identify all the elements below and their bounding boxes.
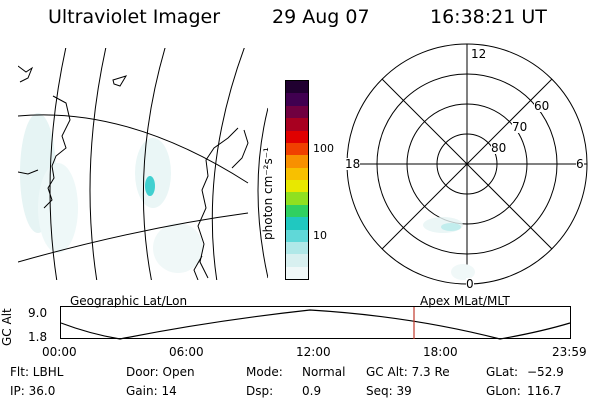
colorbar-segment <box>286 229 308 242</box>
timeline-x-tick-2359: 23:59 <box>552 345 587 359</box>
colorbar-segment <box>286 266 308 279</box>
timeline-y-axis-title: GC Alt <box>0 308 14 346</box>
colorbar-segment <box>286 130 308 143</box>
lat-label-60: 60 <box>534 99 550 113</box>
altitude-timeline <box>60 306 571 340</box>
timeline-right-label: Apex MLat/MLT <box>420 294 510 308</box>
mode-value: Normal <box>302 365 346 379</box>
dsp-value: 0.9 <box>302 384 322 398</box>
polar-emission <box>423 217 475 280</box>
mlt-label-18: 18 <box>345 157 361 171</box>
colorbar-segment <box>286 180 308 193</box>
timeline-x-tick-1200: 12:00 <box>296 345 331 359</box>
filter-info: Flt: LBHL <box>10 365 64 379</box>
lat-label-80: 80 <box>491 141 507 155</box>
colorbar-segment <box>286 167 308 180</box>
glon-value: 116.7 <box>527 384 562 398</box>
mlt-label-6: 6 <box>576 157 584 171</box>
colorbar-segment <box>286 204 308 218</box>
mlt-label-12: 12 <box>471 47 487 61</box>
seq-info: Seq: 39 <box>366 384 412 398</box>
timeline-x-tick-0000: 00:00 <box>42 345 77 359</box>
colorbar-tick-100: 100 <box>313 142 334 155</box>
glat-label: GLat: <box>486 365 519 379</box>
glon-label: GLon: <box>486 384 521 398</box>
timeline-x-tick-0600: 06:00 <box>169 345 204 359</box>
mode-label: Mode: <box>246 365 283 379</box>
colorbar-segment <box>286 142 308 156</box>
colorbar-segment <box>286 217 308 230</box>
colorbar-segment <box>286 192 308 205</box>
gc-alt-info: GC Alt: 7.3 Re <box>366 365 450 379</box>
geographic-map <box>18 48 268 280</box>
colorbar-segment <box>286 254 308 267</box>
timeline-y-tick-high: 9.0 <box>28 306 48 320</box>
colorbar <box>285 80 309 280</box>
colorbar-segment <box>286 118 308 131</box>
timeline-x-tick-1800: 18:00 <box>423 345 458 359</box>
colorbar-segment <box>286 241 308 255</box>
timeline-y-tick-low: 1.8 <box>28 330 48 344</box>
colorbar-segment <box>286 155 308 168</box>
mlt-label-0: 0 <box>466 277 474 291</box>
emission-haze <box>20 113 203 273</box>
colorbar-unit-label: photon cm⁻²s⁻¹ <box>261 147 275 240</box>
timeline-left-label: Geographic Lat/Lon <box>70 294 188 308</box>
gain-info: Gain: 14 <box>126 384 177 398</box>
time-label: 16:38:21 UT <box>430 6 547 28</box>
colorbar-segment <box>286 93 308 106</box>
door-info: Door: Open <box>126 365 195 379</box>
colorbar-segment <box>286 81 308 94</box>
polar-plot <box>346 43 588 285</box>
colorbar-segment <box>286 105 308 119</box>
date-label: 29 Aug 07 <box>272 6 370 28</box>
ip-info: IP: 36.0 <box>10 384 56 398</box>
lat-label-70: 70 <box>512 120 528 134</box>
glat-value: −52.9 <box>527 365 564 379</box>
instrument-title: Ultraviolet Imager <box>48 6 221 28</box>
dsp-label: Dsp: <box>246 384 274 398</box>
colorbar-tick-10: 10 <box>313 229 327 242</box>
